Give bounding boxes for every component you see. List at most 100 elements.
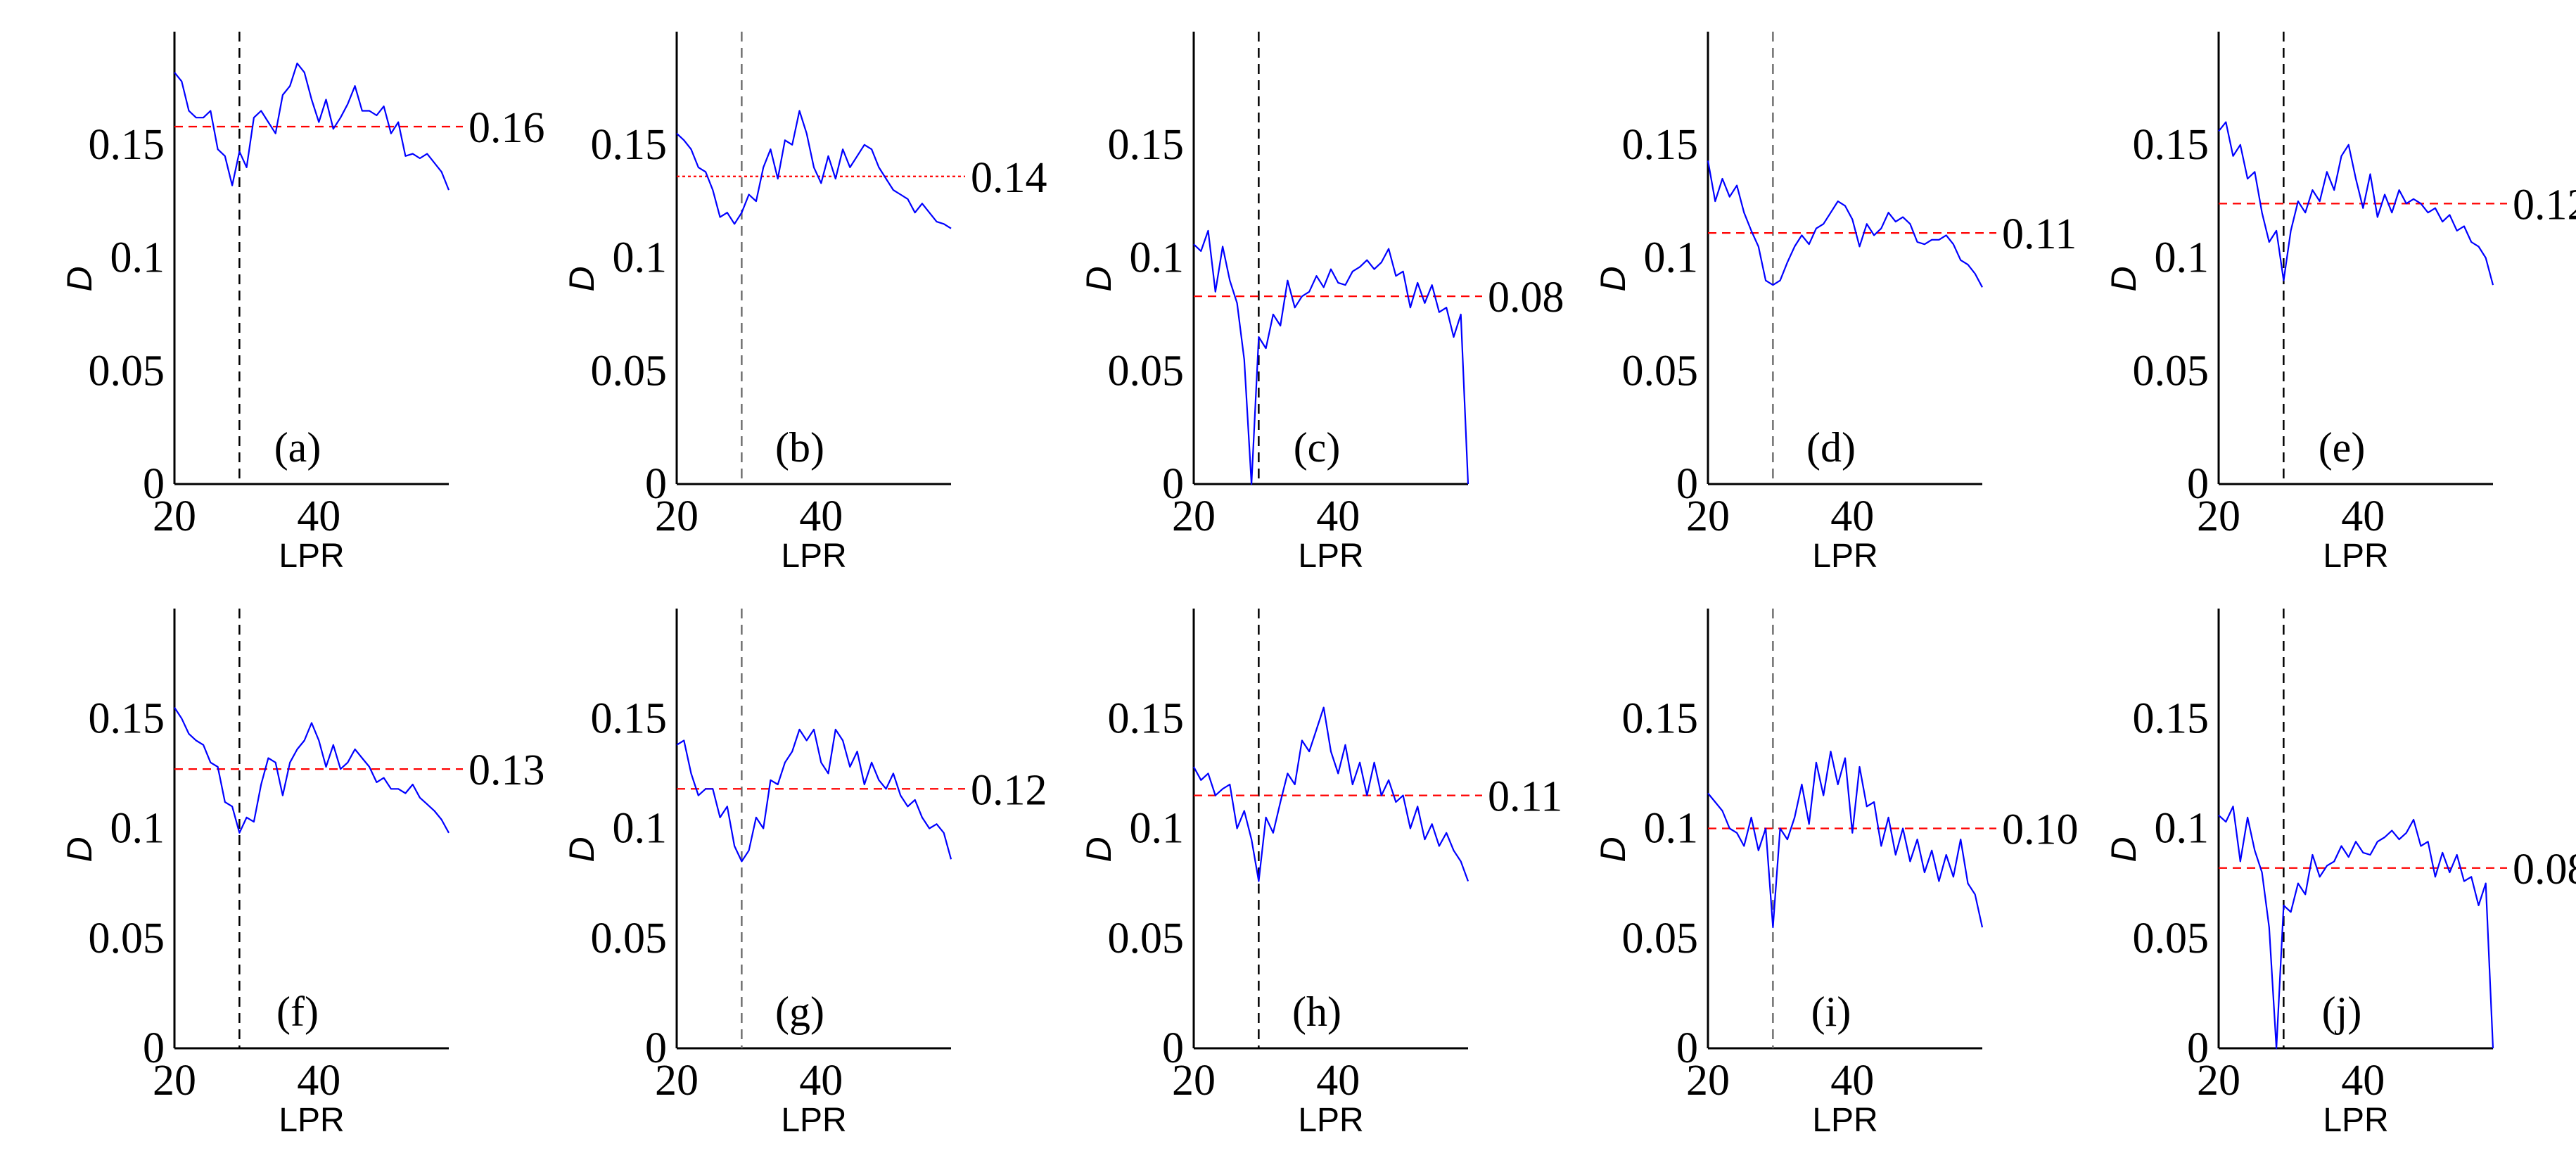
panel-j-ytick-label: 0.1 [2155,805,2210,853]
panel-e-panel-label: (e) [2319,424,2366,471]
panel-c-series-line [1193,229,1469,485]
panel-e-series-line [2218,121,2494,286]
panel-e-xtick-label: 20 [2197,492,2240,540]
panel-a-reference-label: 0.16 [468,104,545,152]
panel-b-ytick-label: 0.1 [613,234,668,282]
panel-g-reference-label: 0.12 [971,766,1047,814]
panel-d-panel-label: (d) [1806,424,1856,471]
panel-d-xtick-label: 20 [1686,492,1730,540]
panel-b-ytick-label: 0.15 [591,121,668,169]
panel-j-series-line [2218,806,2494,1050]
panel-a-x-axis-label: LPR [279,538,344,575]
panel-c-ytick-label: 0.05 [1108,347,1185,395]
panel-g-ytick-label: 0.1 [613,805,668,853]
panel-e-reference-label: 0.12 [2513,181,2576,229]
panel-i-y-axis-label: D [1593,837,1633,862]
panel-a-panel-label: (a) [274,424,321,471]
panel-b-ytick-label: 0 [645,460,667,508]
panel-g-x-axis-label: LPR [781,1102,846,1139]
panel-f-ytick-label: 0.05 [89,915,165,962]
panel-h-y-axis-label: D [1079,837,1118,862]
panel-g-xtick-label: 20 [655,1057,699,1105]
panel-d-ytick-label: 0.15 [1622,121,1699,169]
panel-i-ytick-label: 0.1 [1644,805,1699,853]
panel-j-xtick-label: 20 [2197,1057,2240,1105]
panel-i-xtick-label: 40 [1830,1057,1874,1105]
panel-h-reference-label: 0.11 [1488,773,1562,821]
panel-f-series-line [174,706,449,834]
panel-j-xtick-label: 40 [2341,1057,2385,1105]
panel-e-ytick-label: 0.1 [2155,234,2210,282]
panel-b-reference-label: 0.14 [971,154,1047,202]
panel-f-reference-label: 0.13 [468,746,545,794]
panel-h-ytick-label: 0.05 [1108,915,1185,962]
panel-f-ytick-label: 0.15 [89,694,165,742]
panel-e-ytick-label: 0.05 [2133,347,2210,395]
panel-h-ytick-label: 0 [1162,1024,1184,1072]
panel-c-panel-label: (c) [1294,424,1341,471]
panel-i-ytick-label: 0 [1676,1024,1698,1072]
panel-j-ytick-label: 0.05 [2133,915,2210,962]
panel-a-series-line [174,62,450,191]
panel-c-x-axis-label: LPR [1298,538,1363,575]
panel-f-panel-label: (f) [276,988,319,1035]
panel-e-x-axis-label: LPR [2323,538,2388,575]
panel-i-ytick-label: 0.05 [1622,915,1699,962]
panel-j-x-axis-label: LPR [2323,1102,2388,1139]
panel-d-y-axis-label: D [1593,266,1633,291]
panel-h-xtick-label: 40 [1316,1057,1360,1105]
panel-b-series-line [676,110,952,229]
panel-b-xtick-label: 20 [655,492,699,540]
panel-c-ytick-label: 0.15 [1108,121,1185,169]
panel-c-xtick-label: 40 [1316,492,1360,540]
panel-h-panel-label: (h) [1292,988,1341,1035]
panel-d-reference-label: 0.11 [2002,210,2077,258]
panel-d-x-axis-label: LPR [1812,538,1877,575]
panel-c-ytick-label: 0.1 [1130,234,1185,282]
panel-b-xtick-label: 40 [799,492,843,540]
panel-g-ytick-label: 0.15 [591,694,668,742]
panel-c-xtick-label: 20 [1172,492,1216,540]
panel-j-panel-label: (j) [2322,988,2362,1035]
panel-g-ytick-label: 0 [645,1024,667,1072]
panel-c-y-axis-label: D [1079,266,1118,291]
panel-f-xtick-label: 20 [153,1057,196,1105]
panel-h-ytick-label: 0.1 [1130,805,1185,853]
panel-e-ytick-label: 0.15 [2133,121,2210,169]
panel-j-y-axis-label: D [2104,837,2143,862]
panel-a-xtick-label: 20 [153,492,196,540]
panel-j-ytick-label: 0 [2187,1024,2209,1072]
panel-j-ytick-label: 0.15 [2133,694,2210,742]
panel-c-ytick-label: 0 [1162,460,1184,508]
panel-h-xtick-label: 20 [1172,1057,1216,1105]
panel-e-y-axis-label: D [2104,266,2143,291]
panel-h-ytick-label: 0.15 [1108,694,1185,742]
panel-e-ytick-label: 0 [2187,460,2209,508]
panel-i-xtick-label: 20 [1686,1057,1730,1105]
panel-a-y-axis-label: D [60,266,99,291]
panel-d-ytick-label: 0.1 [1644,234,1699,282]
panel-h-x-axis-label: LPR [1298,1102,1363,1139]
panel-b-ytick-label: 0.05 [591,347,668,395]
panel-i-ytick-label: 0.15 [1622,694,1699,742]
panel-f-y-axis-label: D [60,837,99,862]
panel-b-y-axis-label: D [562,266,601,291]
panel-b-panel-label: (b) [775,424,824,471]
panel-e-xtick-label: 40 [2341,492,2385,540]
panel-f-xtick-label: 40 [297,1057,340,1105]
panel-g-ytick-label: 0.05 [591,915,668,962]
panel-a-ytick-label: 0.15 [89,121,165,169]
panel-a-ytick-label: 0 [143,460,165,508]
panel-h-series-line [1193,706,1469,882]
panel-d-ytick-label: 0 [1676,460,1698,508]
panel-g-series-line [676,728,952,863]
panel-i-panel-label: (i) [1811,988,1851,1035]
panel-d-xtick-label: 40 [1830,492,1874,540]
panel-a-ytick-label: 0.1 [110,234,165,282]
panel-g-panel-label: (g) [775,988,824,1035]
panel-c-reference-label: 0.08 [1488,274,1564,322]
panel-b-x-axis-label: LPR [781,538,846,575]
panel-i-series-line [1707,750,1984,929]
panel-f-ytick-label: 0.1 [110,805,165,853]
